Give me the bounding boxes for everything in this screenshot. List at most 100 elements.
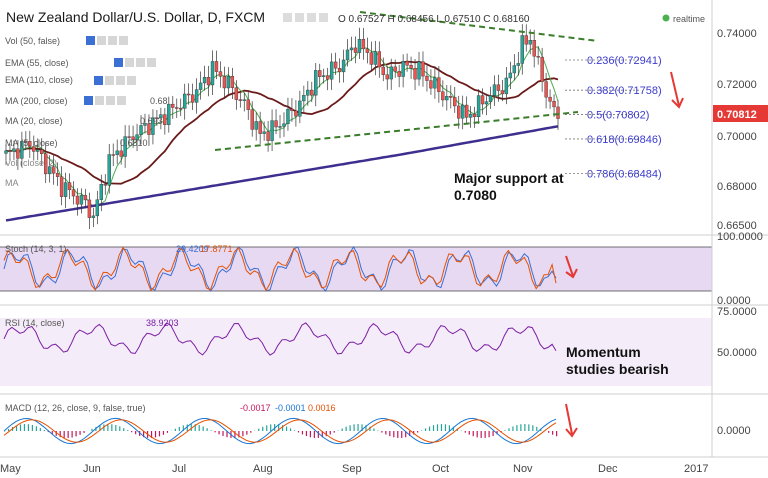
macd-hist-bar [250, 431, 252, 433]
macd-hist-bar [536, 426, 538, 431]
macd-hist-bar [43, 430, 45, 431]
candle-body [322, 75, 326, 77]
macd-hist-bar [325, 431, 327, 437]
stoch-tick-lower: 0.0000 [717, 295, 751, 307]
settings-icon[interactable] [295, 13, 304, 22]
candle-body [397, 71, 401, 77]
close-icon[interactable] [319, 13, 328, 22]
settings-icon[interactable] [105, 76, 114, 85]
candle-body [266, 131, 270, 141]
plus-icon[interactable] [106, 96, 115, 105]
fib-label: 0.618(0.69846) [587, 134, 662, 146]
realtime-label: realtime [673, 14, 705, 24]
eye-icon[interactable] [84, 96, 93, 105]
macd-hist-bar [373, 428, 375, 431]
legend-stoch-d: 17.8771 [200, 244, 233, 254]
macd-hist-bar [7, 428, 10, 431]
eye-icon[interactable] [283, 13, 292, 22]
candle-body [47, 166, 52, 175]
legend-stoch-k: 29.4209 [176, 244, 209, 254]
eye-icon[interactable] [86, 36, 95, 45]
plus-icon[interactable] [136, 58, 145, 67]
macd-hist-bar [297, 431, 300, 433]
macd-hist-bar [452, 426, 454, 431]
candles [4, 24, 560, 230]
plus-icon[interactable] [116, 76, 125, 85]
candle-body [40, 149, 44, 154]
candle-body [135, 134, 139, 140]
macd-hist-bar [369, 426, 371, 431]
candle-body [83, 195, 88, 201]
macd-hist-bar [166, 431, 169, 433]
candle-body [405, 61, 409, 66]
legend-macd: MACD (12, 26, close, 9, false, true) [5, 403, 146, 413]
macd-hist-bar [278, 424, 280, 431]
candle-body [238, 99, 242, 101]
macd-hist-bar [111, 424, 113, 431]
candle-body [44, 153, 48, 175]
legend-ma20: MA (20, close) [5, 116, 63, 126]
price-tick-1: 0.72000 [717, 79, 757, 91]
candle-body [12, 148, 16, 152]
close-icon[interactable] [119, 36, 128, 45]
candle-body [123, 136, 127, 157]
candle-body [103, 184, 107, 186]
legend-vol: Vol (50, false) [5, 36, 60, 46]
macd-hist-bar [496, 431, 498, 435]
candle-body [337, 68, 342, 73]
settings-icon[interactable] [97, 36, 106, 45]
candle-body [457, 105, 461, 119]
momentum-annotation-line2: studies bearish [566, 361, 669, 377]
candle-body [417, 61, 421, 80]
macd-hist-bar [432, 425, 435, 431]
candle-body [75, 195, 80, 205]
eye-icon[interactable] [94, 76, 103, 85]
macd-hist-bar [504, 430, 506, 431]
macd-hist-bar [270, 424, 272, 431]
candle-body [365, 48, 370, 53]
close-icon[interactable] [117, 96, 126, 105]
close-icon[interactable] [147, 58, 156, 67]
header-icons[interactable] [283, 13, 328, 22]
candle-body [179, 107, 183, 110]
current-price-value: 0.70812 [717, 109, 757, 121]
settings-icon[interactable] [95, 96, 104, 105]
macd-hist-bar [55, 431, 57, 436]
macd-hist-bar [528, 424, 530, 431]
candle-body [63, 182, 68, 197]
bearish-arrow-price [670, 71, 684, 109]
plus-icon[interactable] [108, 36, 117, 45]
overlay-value-1: 0.68 [150, 96, 168, 106]
candle-body [55, 173, 60, 177]
momentum-annotation-line1: Momentum [566, 344, 641, 360]
candle-body [147, 123, 151, 135]
overlay-value-2: 0.693 [140, 116, 163, 126]
candle-body [421, 61, 425, 77]
fib-lines: 0.236(0.72941) 0.382(0.71758) 0.5(0.70802)… [565, 55, 662, 181]
legend-macd-v1: -0.0017 [240, 403, 271, 413]
macd-hist-bar [508, 428, 510, 431]
price-pane [0, 0, 712, 232]
candle-body [298, 100, 302, 117]
macd-hist-bar [329, 431, 331, 435]
legend-rsi: RSI (14, close) [5, 318, 65, 328]
eye-icon[interactable] [114, 58, 123, 67]
macd-hist-bar [309, 431, 311, 438]
macd-hist-bar [357, 424, 359, 431]
macd-hist-bar [405, 431, 407, 438]
candle-body [329, 61, 334, 80]
settings-icon[interactable] [125, 58, 134, 67]
candle-body [218, 71, 223, 77]
macd-hist-bar [428, 426, 431, 431]
candle-body [36, 149, 40, 152]
candle-body [194, 89, 199, 103]
macd-hist-bar [464, 431, 466, 433]
legend-icon-group[interactable] [84, 36, 156, 105]
candle-body [254, 121, 258, 130]
macd-hist-bar [492, 431, 494, 437]
candle-body [71, 189, 76, 197]
close-icon[interactable] [127, 76, 136, 85]
plus-icon[interactable] [307, 13, 316, 22]
macd-hist-bar [218, 431, 220, 435]
macd-hist-bar [305, 431, 308, 437]
